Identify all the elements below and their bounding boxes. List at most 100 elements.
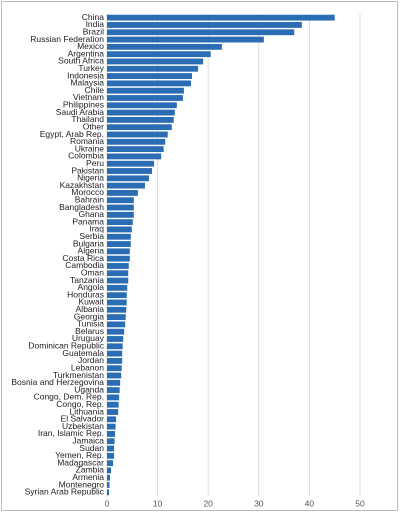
y-tick-label: Congo, Rep. xyxy=(56,399,104,409)
y-tick-label: South Africa xyxy=(58,56,104,66)
bar xyxy=(107,190,138,196)
bar xyxy=(107,292,127,299)
y-tick-label: Costa Rica xyxy=(62,253,104,263)
bar xyxy=(107,270,129,277)
bar xyxy=(107,197,134,204)
y-tick-label: Belarus xyxy=(75,326,104,336)
y-tick-label: Panama xyxy=(72,216,104,226)
y-tick-label: Russian Federation xyxy=(30,34,104,44)
bar xyxy=(107,211,134,218)
y-tick-label: Guatemala xyxy=(62,348,104,358)
bar xyxy=(107,416,117,423)
bar xyxy=(107,219,133,226)
y-tick-label: Albania xyxy=(76,304,105,314)
x-tick-label: 30 xyxy=(254,498,264,508)
bar xyxy=(107,299,127,306)
y-tick-label: Uganda xyxy=(74,384,104,394)
y-tick-label: Romania xyxy=(70,136,104,146)
y-tick-label: Saudi Arabia xyxy=(56,107,104,117)
bar xyxy=(107,160,155,167)
x-tick-label: 10 xyxy=(153,498,163,508)
bar xyxy=(107,95,183,101)
bar xyxy=(107,263,129,269)
bar xyxy=(107,87,184,94)
x-tick-label: 40 xyxy=(305,498,315,508)
y-tick-label: Lithuania xyxy=(69,406,104,416)
y-tick-label: Jamaica xyxy=(72,435,104,445)
bar xyxy=(107,467,112,474)
bar xyxy=(107,175,149,182)
y-tick-label: Ukraine xyxy=(75,143,105,153)
y-tick-label: Morocco xyxy=(71,187,104,197)
y-tick-label: Philippines xyxy=(63,100,104,110)
bar xyxy=(107,314,126,320)
bar xyxy=(107,336,124,342)
y-tick-label: Uruguay xyxy=(72,333,105,343)
y-tick-label: Malaysia xyxy=(70,78,104,88)
bar xyxy=(107,365,122,372)
bar xyxy=(107,401,119,408)
y-tick-label: Turkey xyxy=(78,63,104,73)
bar xyxy=(107,357,123,364)
y-tick-label: Chile xyxy=(85,85,105,95)
x-tick-label: 0 xyxy=(105,498,110,508)
y-tick-label: El Salvador xyxy=(61,414,105,424)
bar xyxy=(107,372,122,379)
bar xyxy=(107,409,119,415)
y-tick-label: Tanzania xyxy=(70,275,104,285)
y-tick-label: Argentina xyxy=(68,48,105,58)
x-tick-label: 20 xyxy=(203,498,213,508)
y-tick-label: Serbia xyxy=(79,231,104,241)
bar xyxy=(107,350,123,357)
bar xyxy=(107,423,116,430)
bar xyxy=(107,168,153,174)
y-tick-label: Oman xyxy=(81,268,104,278)
bar xyxy=(107,489,110,496)
bar xyxy=(107,36,264,43)
bar xyxy=(107,22,302,28)
bar xyxy=(107,131,168,138)
y-tick-label: Uzbekistan xyxy=(62,421,104,431)
bar xyxy=(107,204,134,211)
y-tick-label: Bangladesh xyxy=(59,202,104,212)
bar xyxy=(107,284,128,291)
y-tick-label: Egypt, Arab Rep. xyxy=(40,129,104,139)
y-tick-label: China xyxy=(82,12,104,22)
y-tick-label: Montenegro xyxy=(59,479,105,489)
y-tick-label: Zambia xyxy=(76,465,105,475)
y-tick-label: Iraq xyxy=(89,224,104,234)
y-tick-label: Algeria xyxy=(78,246,105,256)
y-tick-label: Georgia xyxy=(74,311,105,321)
bar xyxy=(107,29,295,36)
bar xyxy=(107,73,193,79)
bar xyxy=(107,379,121,386)
y-tick-label: Syrian Arab Republic xyxy=(25,487,105,497)
y-tick-label: Sudan xyxy=(79,443,104,453)
bar xyxy=(107,460,114,467)
bar xyxy=(107,65,199,72)
bar xyxy=(107,387,120,394)
y-tick-label: Cambodia xyxy=(65,260,104,270)
bar xyxy=(107,445,115,452)
y-tick-label: Mexico xyxy=(77,41,104,51)
y-tick-label: Nigeria xyxy=(77,173,104,183)
y-tick-label: Kazakhstan xyxy=(60,180,105,190)
bar xyxy=(107,138,166,145)
y-tick-label: Ghana xyxy=(78,209,104,219)
bar xyxy=(107,255,130,262)
bar xyxy=(107,394,120,401)
y-tick-label: Madagascar xyxy=(57,457,104,467)
bar xyxy=(107,321,126,328)
bar xyxy=(107,226,132,233)
y-tick-label: Honduras xyxy=(67,289,104,299)
bar xyxy=(107,116,174,123)
y-tick-label: Bahrain xyxy=(75,194,105,204)
bar xyxy=(107,43,222,50)
bar xyxy=(107,438,115,445)
y-tick-label: Armenia xyxy=(72,472,104,482)
y-tick-label: Indonesia xyxy=(67,70,104,80)
bar xyxy=(107,80,191,87)
y-tick-label: Jordan xyxy=(78,355,104,365)
